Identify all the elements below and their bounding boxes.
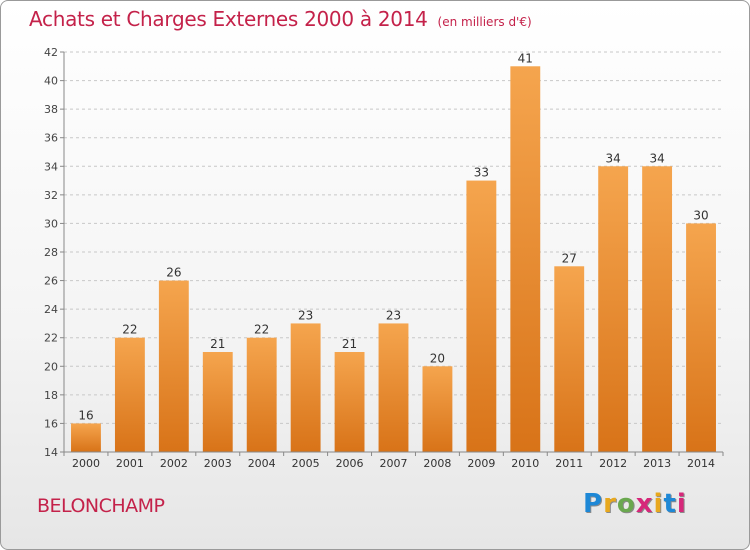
bar [334,352,365,452]
y-tick-label: 34 [44,160,58,173]
y-tick-label: 16 [44,417,58,430]
y-tick-label: 22 [44,332,58,345]
x-tick-label: 2005 [292,457,320,470]
y-tick-label: 32 [44,189,58,202]
x-tick-label: 2003 [204,457,232,470]
proxiti-logo: Proxiti [583,489,687,519]
bar-value-label: 23 [386,308,401,322]
y-tick-label: 14 [44,446,58,459]
bar-value-label: 26 [166,266,181,280]
x-tick-label: 2012 [599,457,627,470]
bar [202,352,233,452]
bar-value-label: 21 [342,337,357,351]
x-tick-label: 2001 [116,457,144,470]
logo-letter: P [583,489,604,519]
x-tick-label: 2008 [423,457,451,470]
logo-letter: r [603,489,617,519]
logo-letter: o [616,489,636,519]
x-tick-label: 2010 [511,457,539,470]
x-tick-label: 2000 [72,457,100,470]
bar [642,166,673,453]
bar [554,266,585,452]
y-tick-label: 18 [44,389,58,402]
commune-name: BELONCHAMP [37,495,165,517]
logo-letter: t [663,489,677,519]
bar-value-label: 34 [606,151,621,165]
y-tick-label: 20 [44,360,58,373]
bar [114,337,145,452]
logo-letter: x [635,489,654,519]
y-axis: 14 16 18 20 22 24 26 28 30 32 34 36 38 40 42 [44,46,65,459]
bar [598,166,629,453]
y-tick-label: 36 [44,132,58,145]
x-tick-label: 2014 [687,457,715,470]
bar-value-label: 30 [693,208,708,222]
chart-title: Achats et Charges Externes 2000 à 2014 (e… [29,7,532,31]
logo-letter: i [653,489,664,519]
bar-value-label: 16 [78,408,93,422]
bars: 16 22 26 21 22 23 21 23 20 33 41 27 34 34 30 [71,51,716,453]
bar-value-label: 22 [254,323,269,337]
bar-value-label: 33 [474,166,489,180]
y-tick-label: 28 [44,246,58,259]
bar-value-label: 27 [562,251,577,265]
bar [510,66,541,453]
logo-letter: i [676,489,687,519]
x-tick-label: 2009 [467,457,495,470]
x-tick-label: 2006 [336,457,364,470]
y-tick-label: 42 [44,46,58,59]
bar [466,180,497,453]
bar-value-label: 22 [122,323,137,337]
x-tick-label: 2013 [643,457,671,470]
y-tick-label: 30 [44,217,58,230]
bar-value-label: 41 [518,51,533,65]
bar-value-label: 21 [210,337,225,351]
bar-value-label: 20 [430,351,445,365]
y-tick-label: 26 [44,275,58,288]
bar [686,223,716,452]
y-tick-label: 38 [44,103,58,116]
bar-value-label: 23 [298,308,313,322]
x-tick-label: 2007 [380,457,408,470]
bar [158,280,189,452]
bar-value-label: 34 [649,151,664,165]
chart-unit: (en milliers d'€) [437,15,532,29]
x-tick-label: 2002 [160,457,188,470]
bar [422,366,453,452]
bar [71,423,101,452]
bar [378,323,409,452]
chart-title-text: Achats et Charges Externes 2000 à 2014 [29,7,428,31]
bar [290,323,321,452]
x-tick-label: 2004 [248,457,276,470]
y-tick-label: 24 [44,303,58,316]
y-tick-label: 40 [44,75,58,88]
x-axis: 2000 2001 2002 2003 2004 2005 2006 2007 2008 2009… [63,451,724,470]
bar [246,337,277,452]
x-tick-label: 2011 [555,457,583,470]
